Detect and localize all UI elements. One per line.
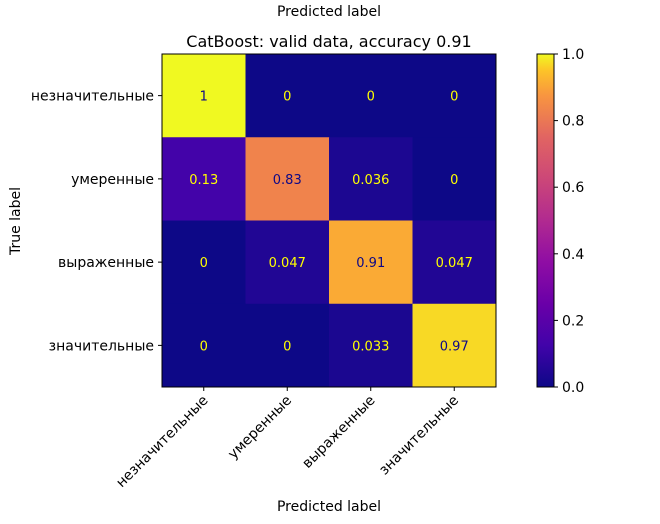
heatmap-cell	[162, 137, 246, 221]
heatmap-cell	[245, 137, 330, 221]
y-axis-label: True label	[8, 187, 24, 256]
cell-value-label: 0.13	[189, 173, 218, 188]
cell-value-label: 1	[200, 90, 208, 105]
cell-value-label: 0.047	[436, 256, 473, 271]
heatmap-cell	[162, 54, 246, 138]
heatmap-cell	[245, 220, 330, 305]
cell-value-label: 0	[283, 339, 291, 354]
y-tick-label: выраженные	[58, 255, 154, 271]
x-tick-label: выраженные	[299, 393, 378, 472]
chart-title: CatBoost: valid data, accuracy 0.91	[186, 32, 471, 51]
cell-value-label: 0.036	[352, 173, 389, 188]
y-tick-label: значительные	[49, 338, 154, 354]
cell-value-label: 0.047	[269, 256, 306, 271]
y-tick-label: умеренные	[71, 172, 154, 188]
cell-value-label: 0	[367, 90, 375, 105]
cell-value-label: 0	[200, 339, 208, 354]
colorbar	[536, 53, 555, 388]
colorbar-tick-label: 0.8	[562, 114, 584, 130]
heatmap-cell	[329, 54, 413, 138]
cell-value-label: 0.83	[273, 173, 302, 188]
x-tick-label: незначительные	[113, 393, 211, 491]
heatmap-frame	[161, 53, 497, 388]
heatmap-cell	[162, 303, 246, 388]
cell-value-labels: 1 0 0 0 0.13 0.83 0.036 0 0 0.047 0.91 0.047 0 0 0.033…	[189, 90, 473, 355]
cell-value-label: 0	[283, 90, 291, 105]
y-tick-labels: незначительные умеренные выраженные значите…	[31, 89, 162, 354]
top-axis-label: Predicted label	[277, 4, 381, 20]
cell-value-label: 0	[450, 173, 458, 188]
heatmap-cell	[412, 303, 497, 388]
y-tick-label: незначительные	[31, 89, 154, 105]
heatmap-cell	[329, 137, 413, 221]
cell-value-label: 0	[450, 90, 458, 105]
colorbar-tick-label: 0.0	[562, 380, 584, 396]
cell-value-label: 0.033	[352, 339, 389, 354]
x-tick-label: умеренные	[225, 393, 295, 463]
heatmap-cell	[329, 220, 413, 305]
cell-value-label: 0.97	[440, 339, 469, 354]
cell-value-label: 0	[200, 256, 208, 271]
x-axis-label: Predicted label	[277, 499, 381, 515]
colorbar-tick-label: 0.2	[562, 313, 584, 329]
colorbar-ticks: 0.0 0.2 0.4 0.6 0.8 1.0	[554, 47, 584, 396]
heatmap-cell	[412, 137, 497, 221]
colorbar-tick-label: 1.0	[562, 47, 584, 63]
x-tick-label: значительные	[376, 393, 462, 479]
cell-value-label: 0.91	[356, 256, 385, 271]
heatmap-cell	[329, 303, 413, 388]
heatmap-cells	[162, 54, 497, 388]
heatmap-cell	[162, 220, 246, 305]
colorbar-tick-label: 0.6	[562, 180, 584, 196]
heatmap-cell	[412, 54, 497, 138]
heatmap-cell	[245, 303, 330, 388]
colorbar-tick-label: 0.4	[562, 247, 584, 263]
x-tick-labels: незначительные умеренные выраженныезначите…	[113, 387, 462, 491]
heatmap-cell	[412, 220, 497, 305]
heatmap-cell	[245, 54, 330, 138]
